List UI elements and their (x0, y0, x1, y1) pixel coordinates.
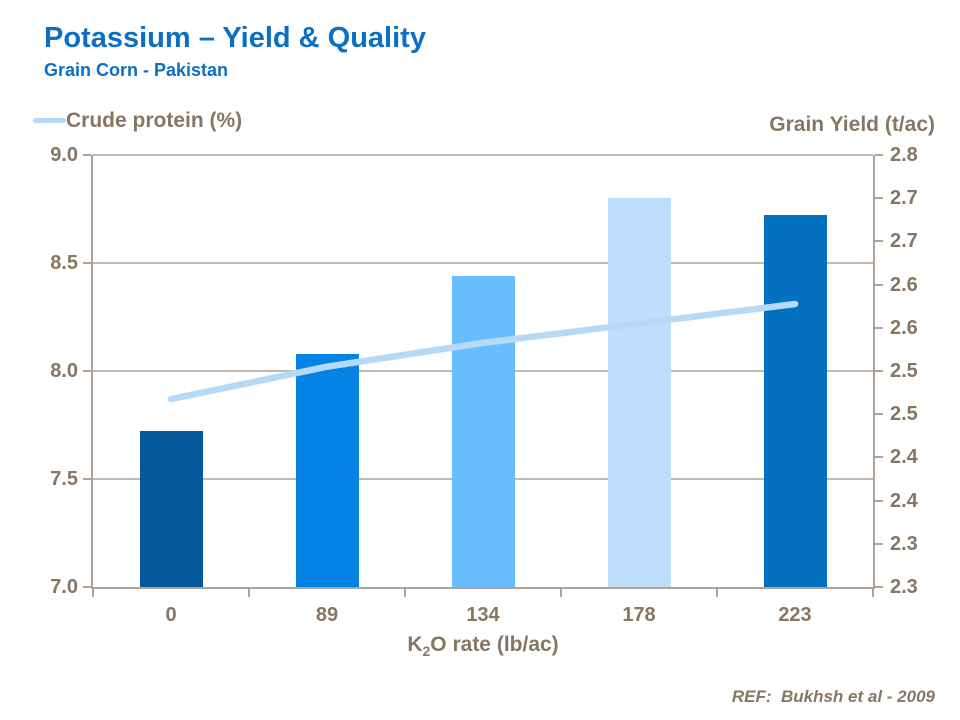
x-axis-tick-label: 0 (165, 604, 177, 626)
x-axis-tick-label: 178 (622, 604, 656, 626)
x-axis-tick (248, 589, 250, 597)
reference-text: REF: Bukhsh et al - 2009 (731, 687, 935, 706)
right-axis-tick-label: 2.5 (890, 403, 918, 426)
page-title: Potassium – Yield & Quality (44, 22, 426, 54)
left-axis-tick-label: 9.0 (50, 144, 78, 166)
x-axis-tick (872, 589, 874, 597)
x-axis-tick (716, 589, 718, 597)
x-axis-tick-label: 223 (778, 604, 812, 626)
x-axis-title-suffix: O rate (lb/ac) (430, 633, 559, 656)
x-axis-line (91, 587, 875, 589)
left-axis-tick (83, 154, 91, 156)
x-axis-tick (92, 589, 94, 597)
right-axis-tick (875, 283, 883, 286)
right-axis-tick (875, 456, 883, 459)
right-axis-tick-label: 2.7 (890, 230, 918, 253)
right-axis-tick-label: 2.5 (890, 360, 918, 382)
left-axis-tick-label: 7.5 (50, 468, 78, 490)
right-axis-tick (875, 326, 883, 329)
gridline (93, 262, 873, 264)
left-axis-line (91, 155, 93, 589)
x-axis-title-subscript: 2 (422, 643, 431, 660)
left-axis-tick (83, 370, 91, 372)
x-axis-title-prefix: K (407, 633, 423, 656)
left-axis-tick (83, 262, 91, 264)
right-axis-tick-label: 2.6 (890, 316, 918, 339)
left-axis-tick (83, 586, 91, 588)
right-axis-tick (875, 240, 883, 243)
left-axis-tick (83, 478, 91, 480)
left-axis-tick-label: 7.0 (50, 576, 78, 598)
right-axis-tick-label: 2.3 (890, 576, 918, 598)
line-series-legend-swatch (33, 118, 66, 123)
gridline (93, 154, 873, 156)
right-axis-tick (875, 197, 883, 200)
right-axis-tick (875, 499, 883, 502)
grain-yield-bar (763, 215, 827, 587)
right-axis-tick-label: 2.4 (890, 489, 918, 512)
x-axis-tick (404, 589, 406, 597)
right-axis-tick (875, 586, 883, 588)
x-axis-title: K2O rate (lb/ac) (333, 633, 633, 659)
x-axis-tick-label: 134 (466, 604, 500, 626)
right-axis-tick (875, 413, 883, 416)
grain-yield-bar (139, 431, 203, 587)
legend-label-crude-protein: Crude protein (%) (66, 109, 243, 132)
right-axis-tick-label: 2.3 (890, 532, 918, 555)
right-axis-tick-label: 2.6 (890, 273, 918, 296)
right-axis-tick (875, 154, 883, 156)
right-axis-tick (875, 542, 883, 545)
right-axis-tick-label: 2.7 (890, 187, 918, 210)
right-axis-line (873, 155, 875, 589)
right-axis-tick-label: 2.4 (890, 446, 918, 469)
grain-yield-bar (607, 198, 671, 587)
x-axis-tick-label: 89 (315, 604, 339, 626)
left-axis-tick-label: 8.5 (50, 252, 78, 274)
grain-yield-bar (295, 353, 359, 587)
right-axis-tick (875, 370, 883, 372)
right-axis-tick-label: 2.8 (890, 144, 918, 166)
page-subtitle: Grain Corn - Pakistan (44, 60, 229, 80)
grain-yield-bar (451, 275, 515, 587)
right-axis-title: Grain Yield (t/ac) (769, 113, 935, 136)
left-axis-tick-label: 8.0 (50, 360, 78, 382)
x-axis-tick (560, 589, 562, 597)
